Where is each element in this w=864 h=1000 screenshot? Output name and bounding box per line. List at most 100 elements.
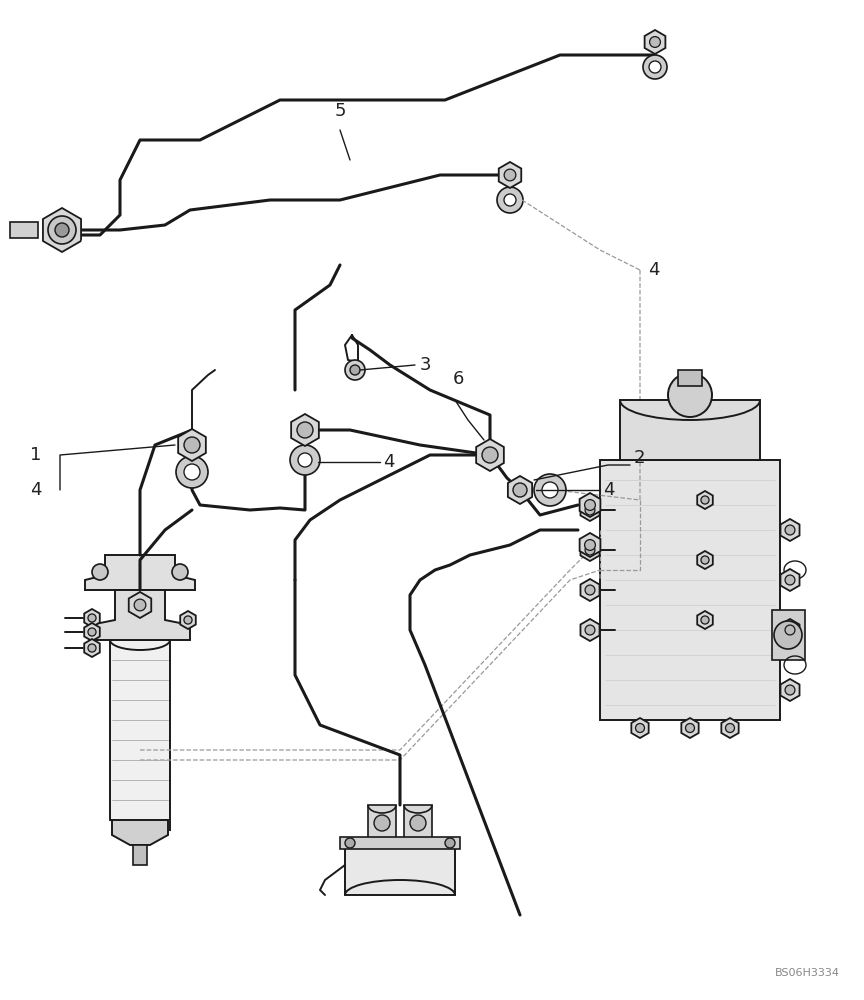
Circle shape — [176, 456, 208, 488]
Text: 1: 1 — [30, 446, 41, 464]
Polygon shape — [85, 555, 195, 590]
Circle shape — [785, 575, 795, 585]
Text: BS06H3334: BS06H3334 — [775, 968, 840, 978]
Bar — [368, 805, 396, 843]
Circle shape — [184, 616, 192, 624]
Bar — [404, 805, 432, 843]
Polygon shape — [84, 639, 100, 657]
Polygon shape — [581, 579, 600, 601]
Polygon shape — [580, 493, 600, 517]
Polygon shape — [43, 208, 81, 252]
Polygon shape — [181, 611, 196, 629]
Bar — [678, 370, 702, 386]
Circle shape — [55, 223, 69, 237]
Text: 4: 4 — [383, 453, 395, 471]
Circle shape — [345, 360, 365, 380]
Circle shape — [534, 474, 566, 506]
Polygon shape — [84, 609, 100, 627]
Text: 4: 4 — [603, 481, 614, 499]
Text: 2: 2 — [634, 449, 645, 467]
Bar — [10, 222, 38, 238]
Polygon shape — [345, 840, 455, 895]
Polygon shape — [697, 491, 713, 509]
Circle shape — [374, 815, 390, 831]
Polygon shape — [780, 569, 799, 591]
Polygon shape — [682, 718, 699, 738]
Circle shape — [685, 724, 695, 732]
Polygon shape — [581, 499, 600, 521]
Circle shape — [513, 483, 527, 497]
Circle shape — [445, 838, 455, 848]
Circle shape — [504, 194, 516, 206]
Circle shape — [585, 625, 595, 635]
Circle shape — [410, 815, 426, 831]
Bar — [340, 837, 460, 849]
Circle shape — [92, 564, 108, 580]
Circle shape — [649, 61, 661, 73]
Circle shape — [785, 625, 795, 635]
Circle shape — [643, 55, 667, 79]
Circle shape — [497, 187, 523, 213]
Polygon shape — [90, 590, 190, 640]
Text: 5: 5 — [334, 102, 346, 120]
Circle shape — [785, 685, 795, 695]
Text: 4: 4 — [648, 261, 659, 279]
Polygon shape — [581, 619, 600, 641]
Circle shape — [345, 838, 355, 848]
Circle shape — [88, 644, 96, 652]
Polygon shape — [581, 539, 600, 561]
Circle shape — [48, 216, 76, 244]
Circle shape — [298, 453, 312, 467]
Polygon shape — [84, 623, 100, 641]
Text: 3: 3 — [420, 356, 431, 374]
Circle shape — [585, 500, 595, 510]
Polygon shape — [129, 592, 151, 618]
Polygon shape — [508, 476, 532, 504]
Circle shape — [184, 437, 200, 453]
Circle shape — [668, 373, 712, 417]
Circle shape — [505, 169, 516, 181]
Polygon shape — [632, 718, 649, 738]
Circle shape — [172, 564, 188, 580]
Bar — [133, 845, 147, 865]
Text: 6: 6 — [453, 370, 464, 388]
Polygon shape — [110, 640, 170, 830]
Polygon shape — [721, 718, 739, 738]
Circle shape — [298, 423, 312, 437]
Circle shape — [184, 464, 200, 480]
Circle shape — [483, 448, 497, 462]
Polygon shape — [600, 460, 780, 720]
Polygon shape — [645, 30, 665, 54]
Polygon shape — [291, 414, 319, 446]
Circle shape — [701, 496, 709, 504]
Circle shape — [88, 614, 96, 622]
Circle shape — [726, 724, 734, 732]
Polygon shape — [780, 619, 799, 641]
Circle shape — [52, 220, 72, 240]
Circle shape — [514, 484, 526, 496]
Polygon shape — [697, 611, 713, 629]
Circle shape — [542, 482, 558, 498]
Polygon shape — [772, 610, 805, 660]
Circle shape — [650, 37, 660, 47]
Circle shape — [585, 540, 595, 550]
Circle shape — [290, 445, 320, 475]
Circle shape — [88, 628, 96, 636]
Circle shape — [585, 505, 595, 515]
Circle shape — [701, 556, 709, 564]
Circle shape — [134, 599, 146, 611]
Circle shape — [350, 365, 360, 375]
Polygon shape — [476, 439, 504, 471]
Circle shape — [185, 438, 200, 452]
Polygon shape — [620, 400, 760, 460]
Polygon shape — [780, 519, 799, 541]
Circle shape — [482, 447, 498, 463]
Polygon shape — [580, 533, 600, 557]
Circle shape — [636, 724, 645, 732]
Circle shape — [297, 422, 313, 438]
Circle shape — [585, 545, 595, 555]
Circle shape — [701, 616, 709, 624]
Circle shape — [774, 621, 802, 649]
Polygon shape — [499, 162, 521, 188]
Polygon shape — [780, 679, 799, 701]
